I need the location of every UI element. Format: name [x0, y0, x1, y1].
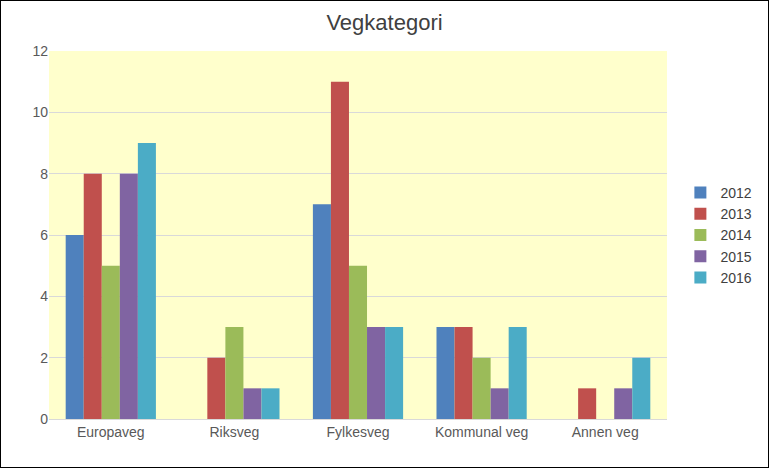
- svg-text:8: 8: [40, 166, 48, 182]
- svg-text:4: 4: [40, 288, 48, 304]
- svg-text:Fylkesveg: Fylkesveg: [326, 424, 389, 440]
- svg-text:Riksveg: Riksveg: [210, 424, 260, 440]
- svg-text:Kommunal veg: Kommunal veg: [435, 424, 528, 440]
- svg-text:0: 0: [40, 411, 48, 427]
- svg-text:2012: 2012: [720, 185, 751, 201]
- svg-text:2016: 2016: [720, 270, 751, 286]
- svg-text:2013: 2013: [720, 206, 751, 222]
- svg-text:Annen veg: Annen veg: [572, 424, 639, 440]
- svg-text:10: 10: [32, 104, 48, 120]
- svg-text:12: 12: [32, 43, 48, 59]
- svg-text:Vegkategori: Vegkategori: [326, 10, 442, 35]
- svg-text:6: 6: [40, 227, 48, 243]
- svg-text:2014: 2014: [720, 227, 751, 243]
- svg-text:2015: 2015: [720, 249, 751, 265]
- svg-text:2: 2: [40, 350, 48, 366]
- svg-text:Europaveg: Europaveg: [77, 424, 145, 440]
